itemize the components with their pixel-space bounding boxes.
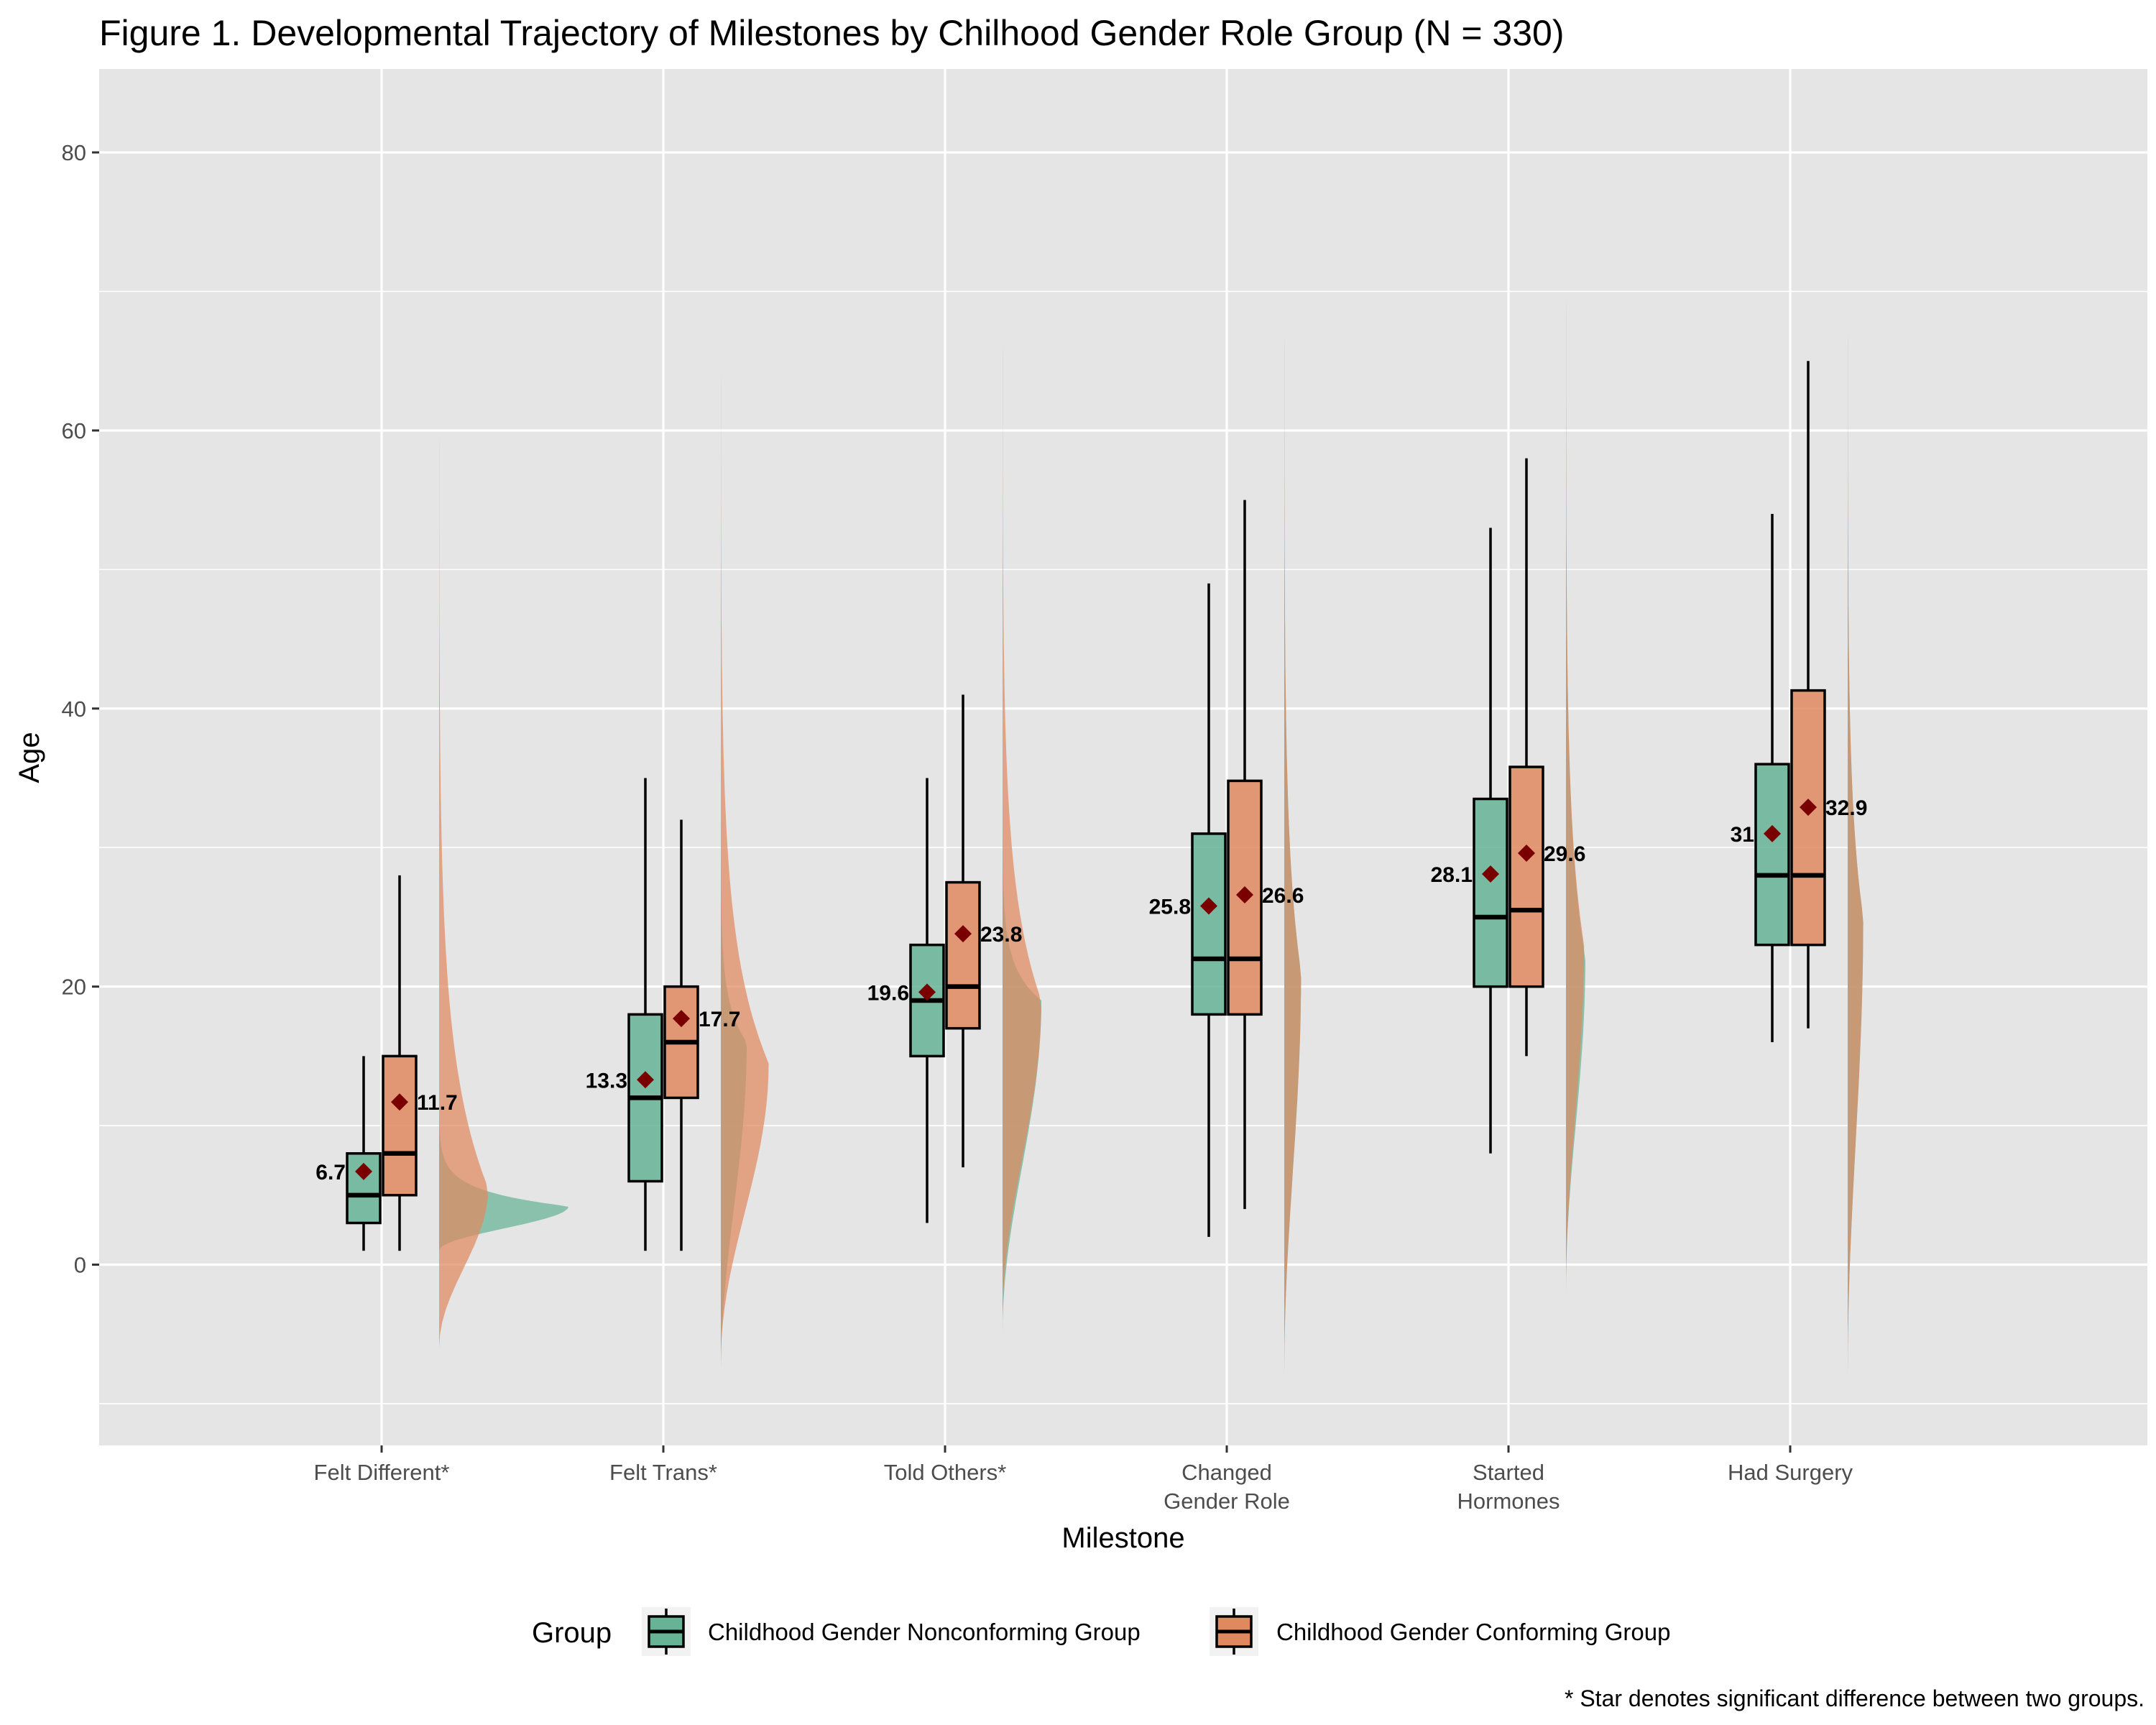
- mean-marker: [391, 1093, 408, 1111]
- box: [1790, 689, 1826, 947]
- y-tick-label: 40: [62, 696, 86, 722]
- mean-label: 23.8: [980, 923, 1022, 947]
- plot-panel: [99, 69, 2147, 1445]
- mean-label: 25.8: [1149, 895, 1191, 919]
- box: [1754, 763, 1790, 947]
- mean-marker: [1200, 897, 1217, 915]
- density-shape: [439, 333, 488, 1348]
- mean-marker: [1764, 824, 1781, 842]
- mean-label: 6.7: [315, 1161, 346, 1184]
- box-layer: [346, 361, 1826, 1251]
- box: [1191, 832, 1227, 1016]
- legend-item: Childhood Gender Nonconforming Group: [642, 1607, 1141, 1656]
- x-tick-label: Told Others*: [884, 1460, 1007, 1485]
- legend-title: Group: [532, 1617, 612, 1649]
- mean-label-layer: 6.7 11.7 13.3 17.7 19.6 23.8 25.8 26.6 28.1 29.6 3…: [315, 796, 1867, 1184]
- mean-label: 11.7: [417, 1091, 458, 1115]
- y-axis: 0 20 40 60 80: [62, 140, 99, 1278]
- mean-label: 17.7: [699, 1008, 740, 1031]
- legend-item: Childhood Gender Conforming Group: [1210, 1607, 1670, 1656]
- density-shape: [1566, 138, 1585, 1293]
- mean-marker: [918, 983, 936, 1001]
- mean-marker: [954, 925, 972, 943]
- x-axis: Felt Different* Felt Trans* Told Others* Ch…: [314, 1445, 1853, 1514]
- legend: Group Childhood Gender Nonconforming Gro…: [532, 1607, 1670, 1656]
- mean-marker: [673, 1010, 690, 1028]
- mean-label: 29.6: [1544, 842, 1585, 866]
- x-axis-title: Milestone: [1061, 1522, 1184, 1554]
- mean-marker: [1236, 886, 1253, 903]
- mean-label: 28.1: [1431, 863, 1473, 887]
- box: [945, 880, 981, 1030]
- mean-label: 32.9: [1825, 796, 1867, 820]
- mean-label: 13.3: [586, 1069, 627, 1092]
- density-shape: [1003, 236, 1041, 1320]
- box: [1227, 779, 1263, 1016]
- mean-label: 26.6: [1262, 884, 1304, 908]
- density-shape: [721, 277, 769, 1362]
- box: [1508, 765, 1544, 988]
- mean-label: 19.6: [867, 981, 909, 1005]
- y-tick-label: 60: [62, 418, 86, 443]
- y-axis-title: Age: [14, 732, 45, 783]
- density-shape: [1848, 166, 1864, 1376]
- y-tick-label: 0: [74, 1253, 86, 1278]
- box: [382, 1054, 418, 1197]
- footnote: * Star denotes significant difference be…: [1565, 1685, 2145, 1711]
- x-tick-label: Had Surgery: [1728, 1460, 1853, 1485]
- x-tick-label: Started: [1473, 1460, 1544, 1485]
- x-tick-label: Felt Trans*: [609, 1460, 717, 1485]
- density-shape: [1284, 152, 1302, 1376]
- mean-marker: [637, 1071, 654, 1089]
- mean-marker: [1518, 844, 1535, 862]
- y-tick-label: 80: [62, 140, 86, 165]
- x-tick-label: Gender Role: [1164, 1489, 1290, 1514]
- mean-marker: [1482, 865, 1499, 883]
- x-tick-label: Felt Different*: [314, 1460, 450, 1485]
- legend-label: Childhood Gender Nonconforming Group: [708, 1619, 1141, 1645]
- density-layer: [439, 138, 1864, 1376]
- box: [1473, 797, 1508, 988]
- x-tick-label: Changed: [1181, 1460, 1272, 1485]
- mean-label: 31: [1731, 823, 1754, 847]
- mean-marker: [355, 1162, 372, 1180]
- y-tick-label: 20: [62, 975, 86, 1000]
- chart-title: Figure 1. Developmental Trajectory of Mi…: [99, 13, 1565, 53]
- x-tick-label: Hormones: [1457, 1489, 1560, 1514]
- mean-marker: [1800, 799, 1817, 816]
- legend-label: Childhood Gender Conforming Group: [1276, 1619, 1670, 1645]
